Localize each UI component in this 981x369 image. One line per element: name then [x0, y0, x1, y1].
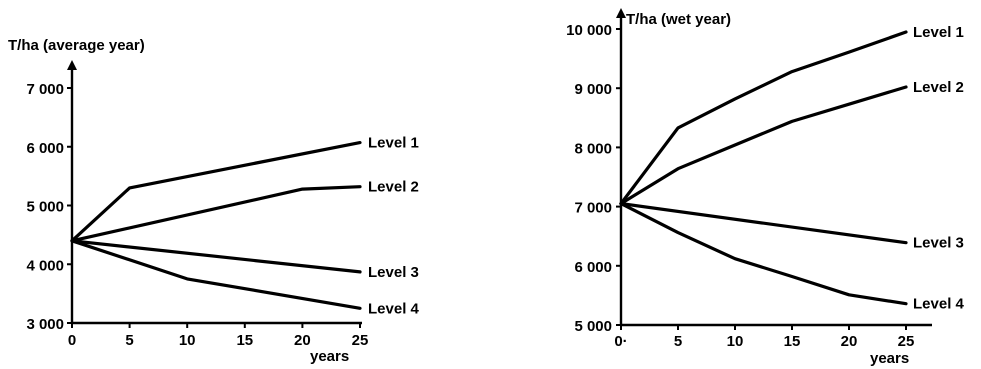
- chart2-x-tick-label: 0·: [614, 333, 627, 350]
- chart1-x-tick-label: 10: [179, 332, 196, 349]
- chart2-x-tick-label: 5: [674, 333, 682, 350]
- chart2-x-tick-label: 20: [841, 333, 858, 350]
- chart1-x-tick-label: 20: [294, 332, 311, 349]
- chart2-y-tick-label: 6 000: [574, 259, 612, 276]
- chart2-y-tick-label: 5 000: [574, 318, 612, 335]
- chart2-series-line-level-4: [619, 202, 908, 306]
- chart2-series-line-level-2: [619, 85, 908, 206]
- chart1-x-tick-label: 5: [125, 332, 133, 349]
- chart2-y-tick-label: 9 000: [574, 81, 612, 98]
- chart2-series-label-level-1: Level 1: [913, 24, 964, 41]
- chart1-series-line-level-3: [70, 239, 362, 274]
- chart2-series-label-level-4: Level 4: [913, 296, 965, 313]
- chart2-title: T/ha (wet year): [626, 11, 731, 28]
- chart1-series-label-level-1: Level 1: [368, 135, 419, 152]
- chart2-series-line-level-1: [619, 30, 908, 206]
- chart1-x-tick-label: 25: [352, 332, 369, 349]
- chart2-x-tick-label: 10: [727, 333, 744, 350]
- chart1-y-tick-label: 4 000: [26, 257, 64, 274]
- chart1-series-label-level-3: Level 3: [368, 264, 419, 281]
- chart1-y-tick-label: 7 000: [26, 81, 64, 98]
- chart1-x-tick-label: 0: [68, 332, 76, 349]
- chart1-title: T/ha (average year): [8, 37, 145, 54]
- chart2-x-axis-label: years: [870, 350, 909, 367]
- chart1-series-label-level-4: Level 4: [368, 300, 420, 317]
- chart1-series-label-level-2: Level 2: [368, 179, 419, 196]
- chart1-y-tick-label: 6 000: [26, 140, 64, 157]
- chart1-y-axis-arrow-icon: [67, 60, 77, 70]
- chart1-series-line-level-2: [70, 185, 362, 243]
- chart2-y-tick-label: 10 000: [566, 22, 612, 39]
- chart2-y-tick-label: 7 000: [574, 200, 612, 217]
- chart1-series-line-level-1: [70, 141, 362, 243]
- chart2-x-tick-label: 15: [784, 333, 801, 350]
- chart1-y-tick-label: 5 000: [26, 199, 64, 216]
- chart2-series-label-level-2: Level 2: [913, 79, 964, 96]
- chart1-y-tick-label: 3 000: [26, 316, 64, 333]
- chart2-series-line-level-3: [619, 202, 908, 245]
- chart1-x-axis-label: years: [310, 348, 349, 365]
- chart2-series-label-level-3: Level 3: [913, 235, 964, 252]
- chart2-x-tick-label: 25: [898, 333, 915, 350]
- chart2-y-tick-label: 8 000: [574, 140, 612, 157]
- chart1-series-line-level-4: [70, 239, 362, 310]
- chart2-y-axis-arrow-icon: [616, 8, 626, 18]
- chart1-x-tick-label: 15: [236, 332, 253, 349]
